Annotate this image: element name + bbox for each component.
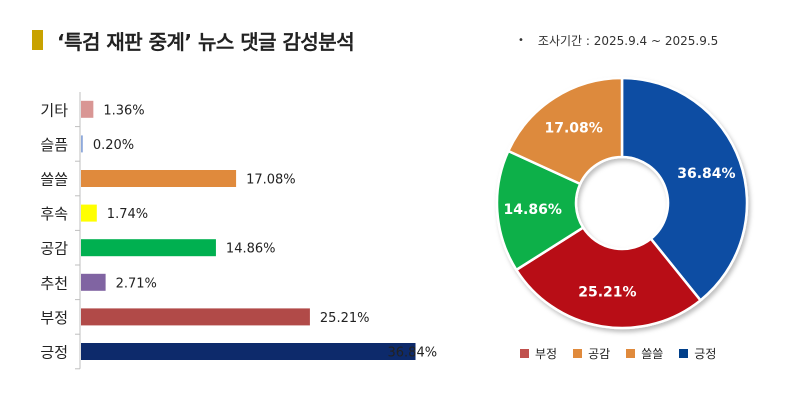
donut-slice — [506, 76, 624, 186]
legend-label: 쓸쓸 — [641, 347, 664, 361]
bar — [81, 204, 97, 222]
legend-label: 공감 — [588, 347, 611, 361]
title-marker — [32, 30, 43, 50]
period-bullet-icon: • — [518, 35, 524, 46]
bar-value-label: 0.20% — [93, 138, 134, 153]
bar-category-label: 슬픔 — [40, 136, 68, 154]
legend-swatch — [626, 349, 636, 358]
bar-value-label: 36.84% — [388, 346, 438, 361]
donut-slice-label: 14.86% — [504, 202, 562, 218]
bar-value-label: 14.86% — [226, 242, 276, 257]
bar — [81, 100, 94, 118]
bar-chart: 기타 1.36% 슬픔 0.20% 쓸쓸 17.08% 후속 1.74% 공감 14.86% 추천 2… — [40, 92, 438, 370]
page-title: ‘특검 재판 중계’ 뉴스 댓글 감성분석 — [57, 29, 355, 54]
donut-slice-label: 25.21% — [578, 284, 636, 300]
bar-category-label: 기타 — [40, 101, 68, 119]
legend-item: 공감 — [573, 345, 610, 362]
legend-item: 쓸쓸 — [626, 345, 663, 362]
legend-label: 부정 — [535, 347, 558, 361]
bar-category-label: 긍정 — [40, 344, 68, 362]
survey-period: • 조사기간 : 2025.9.4 ~ 2025.9.5 — [518, 32, 718, 49]
bar — [81, 170, 237, 187]
bar — [81, 135, 83, 153]
bar — [81, 343, 416, 360]
bar-category-label: 쓸쓸 — [40, 171, 68, 189]
bar-category-label: 추천 — [40, 274, 68, 292]
donut-slice — [620, 76, 749, 303]
legend-item: 부정 — [520, 345, 557, 362]
donut-slices — [495, 76, 749, 330]
legend-label: 긍정 — [694, 347, 717, 361]
legend-swatch — [679, 349, 689, 358]
bar-value-label: 2.71% — [116, 276, 157, 291]
bar-category-label: 부정 — [40, 309, 68, 327]
bar — [81, 308, 310, 326]
period-text: 조사기간 : 2025.9.4 ~ 2025.9.5 — [537, 34, 719, 48]
donut-slice-label: 36.84% — [677, 166, 735, 182]
bar-category-label: 후속 — [40, 205, 68, 223]
bar — [81, 239, 216, 257]
bar-value-label: 17.08% — [246, 173, 296, 188]
legend-swatch — [573, 349, 583, 358]
bar — [81, 273, 106, 291]
legend-swatch — [520, 349, 529, 358]
bar-value-label: 1.74% — [107, 207, 148, 222]
bar-category-label: 공감 — [40, 240, 68, 258]
title-block: ‘특검 재판 중계’ 뉴스 댓글 감성분석 — [32, 24, 355, 56]
bar-value-label: 1.36% — [103, 103, 144, 118]
donut-legend: 부정 공감 쓸쓸 긍정 — [520, 345, 732, 362]
donut-slice — [514, 225, 703, 330]
donut-slice-label: 17.08% — [544, 121, 602, 137]
legend-item: 긍정 — [679, 345, 716, 362]
bar-value-label: 25.21% — [320, 311, 370, 326]
donut-slice — [495, 149, 585, 272]
